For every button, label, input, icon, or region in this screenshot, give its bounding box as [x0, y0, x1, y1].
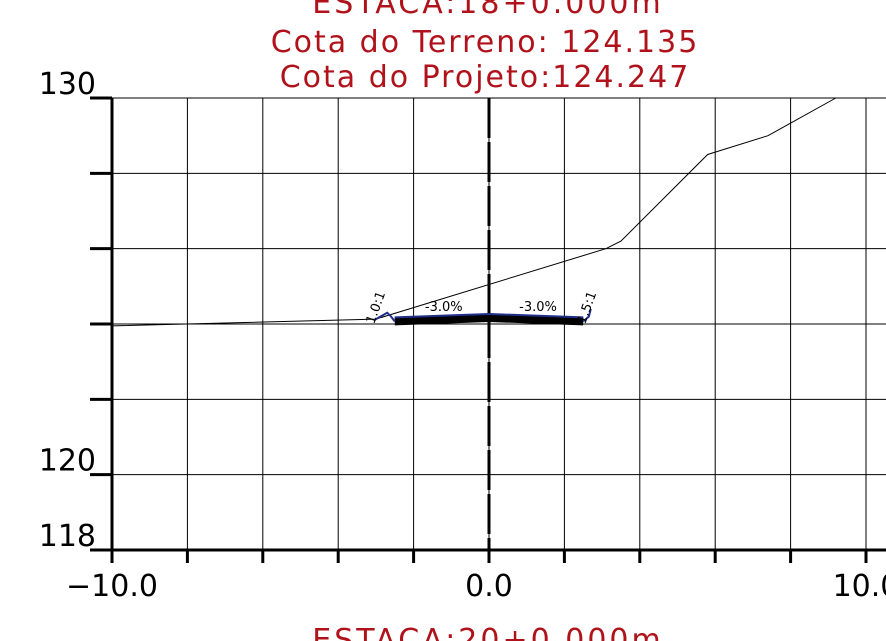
terrain-line: [111, 97, 837, 327]
y-tick-label: 130: [39, 67, 96, 102]
left-slope-line: [373, 311, 396, 322]
x-tick-label: −10.0: [66, 569, 158, 604]
y-tick-label: 118: [39, 519, 96, 554]
y-tick-label: 120: [39, 444, 96, 479]
chart-grid: [111, 97, 886, 551]
x-tick-label: 10.0: [833, 569, 886, 604]
station-title: ESTACA:18+0.000m: [312, 0, 663, 21]
next-station-title: ESTACA:20+0.000m: [312, 623, 663, 641]
terrain-elevation-label: Cota do Terreno: 124.135: [271, 25, 700, 60]
chart-axes: [90, 96, 886, 563]
pavement-line: [394, 313, 584, 326]
cross-slope-label: -3.0%: [425, 300, 463, 315]
slope-ratio-label: 1.5:1: [575, 290, 600, 326]
pavement-top-edge: [394, 312, 584, 319]
chart-series: [111, 97, 837, 327]
x-tick-label: 0.0: [465, 569, 513, 604]
slope-ratio-label: 1.0:1: [364, 290, 389, 326]
cross-slope-label: -3.0%: [519, 300, 557, 315]
right-slope-line: [582, 308, 592, 323]
chart-labels: 130 120 118 −10.0 0.0 10.0 -3.0% -3.0% 1.0:1 1.5:…: [39, 67, 886, 604]
design-elevation-label: Cota do Projeto:124.247: [280, 60, 691, 95]
